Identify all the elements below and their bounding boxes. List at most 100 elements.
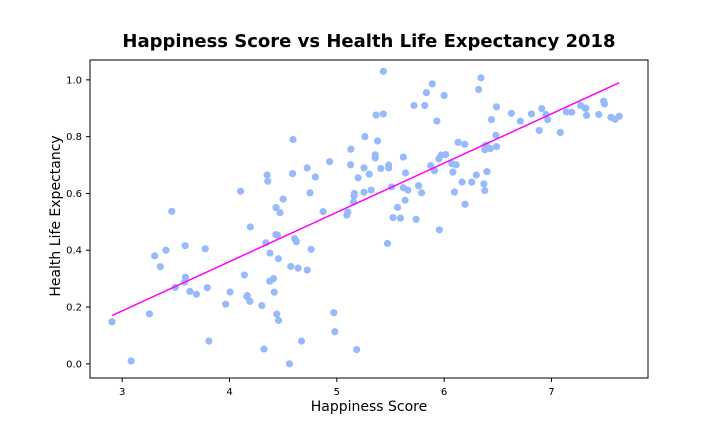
data-point xyxy=(279,195,287,203)
data-point xyxy=(377,164,385,173)
data-point xyxy=(319,208,327,216)
data-point xyxy=(330,309,338,317)
y-tick-label: 0.2 xyxy=(66,303,82,314)
regression-line xyxy=(111,82,620,317)
data-point xyxy=(162,246,170,254)
data-point xyxy=(383,239,392,248)
data-point xyxy=(492,131,500,139)
x-tick-label: 5 xyxy=(334,387,340,398)
data-point xyxy=(186,287,194,296)
data-point xyxy=(371,154,379,162)
data-point xyxy=(538,104,546,113)
data-point xyxy=(192,290,201,298)
y-axis-label: Health Life Expectancy xyxy=(48,135,64,296)
data-point xyxy=(472,171,480,179)
data-point xyxy=(203,284,211,292)
data-point xyxy=(595,110,603,119)
data-point xyxy=(360,188,368,196)
data-point xyxy=(458,178,466,186)
data-point xyxy=(417,189,426,197)
data-point xyxy=(236,187,245,195)
data-point xyxy=(240,271,249,279)
data-point xyxy=(428,80,436,88)
data-point xyxy=(535,126,543,135)
data-point xyxy=(421,101,429,110)
data-point xyxy=(422,89,431,97)
data-point xyxy=(266,249,274,257)
data-point xyxy=(145,310,154,318)
data-point xyxy=(527,110,536,118)
data-point xyxy=(294,264,302,272)
y-tick-label: 0.8 xyxy=(66,132,82,143)
data-point xyxy=(270,288,278,296)
data-point xyxy=(108,318,116,326)
data-point xyxy=(433,117,441,125)
data-point xyxy=(354,174,362,182)
data-point xyxy=(151,252,159,260)
data-point xyxy=(583,111,591,119)
data-point xyxy=(127,357,135,365)
data-point xyxy=(260,345,268,353)
data-point xyxy=(562,108,570,116)
data-point xyxy=(205,337,213,345)
data-point xyxy=(181,242,189,250)
data-point xyxy=(414,182,423,190)
data-point xyxy=(492,103,501,111)
data-point xyxy=(272,204,280,212)
data-point xyxy=(274,316,283,324)
data-point xyxy=(307,245,315,253)
data-point xyxy=(440,91,448,100)
data-point xyxy=(347,161,355,169)
data-point xyxy=(326,158,334,166)
data-point xyxy=(372,111,380,119)
data-point xyxy=(486,144,494,153)
data-point xyxy=(373,137,382,145)
data-point xyxy=(273,310,281,318)
data-point xyxy=(306,189,314,197)
data-points xyxy=(108,67,623,368)
data-point xyxy=(396,214,405,222)
axes-ticks: 3 4 5 6 7 0.0 0.2 0.4 0.6 0.8 1.0 xyxy=(66,75,555,398)
data-point xyxy=(297,337,306,345)
data-point xyxy=(350,189,359,198)
data-point xyxy=(461,200,469,208)
data-point xyxy=(243,292,251,300)
data-point xyxy=(289,135,297,144)
data-point xyxy=(568,108,576,116)
data-point xyxy=(379,110,387,118)
data-point xyxy=(389,213,397,222)
data-point xyxy=(379,67,387,75)
y-tick-label: 0.6 xyxy=(66,189,82,200)
data-point xyxy=(347,145,355,153)
data-point xyxy=(516,117,524,125)
data-point xyxy=(483,167,491,176)
y-tick-label: 1.0 xyxy=(66,75,82,86)
data-point xyxy=(544,116,552,124)
data-point xyxy=(507,109,515,117)
data-point xyxy=(480,180,488,188)
plot-frame xyxy=(89,59,649,379)
data-point xyxy=(399,153,407,161)
data-point xyxy=(401,169,410,177)
data-point xyxy=(556,128,564,137)
data-point xyxy=(292,238,300,246)
data-point xyxy=(615,112,623,120)
x-tick-label: 7 xyxy=(548,387,554,398)
data-point xyxy=(273,231,282,239)
data-point xyxy=(311,173,319,181)
data-point xyxy=(269,275,278,283)
data-point xyxy=(258,301,266,310)
data-point xyxy=(410,101,418,110)
data-point xyxy=(477,74,485,82)
data-point xyxy=(222,300,230,308)
data-point xyxy=(481,187,489,195)
data-point xyxy=(492,142,501,151)
data-point xyxy=(582,104,590,112)
data-point xyxy=(246,223,254,231)
data-point xyxy=(461,140,469,148)
chart-title: Happiness Score vs Health Life Expectanc… xyxy=(122,31,615,52)
data-point xyxy=(285,360,294,368)
data-point xyxy=(454,138,462,146)
data-point xyxy=(452,161,460,169)
